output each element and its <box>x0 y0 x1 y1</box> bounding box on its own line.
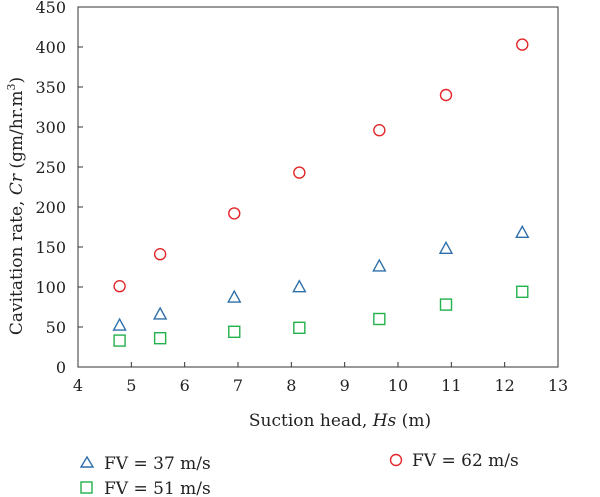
square-point <box>373 312 386 326</box>
legend-triangle-marker <box>79 455 95 468</box>
circle-point <box>293 166 306 179</box>
y-tick-label: 200 <box>35 198 66 217</box>
legend-square-marker <box>80 481 93 494</box>
x-tick-label: 12 <box>494 376 514 395</box>
legend-label-fv-37: FV = 37 m/s <box>104 454 211 474</box>
x-tick-label: 4 <box>73 376 83 395</box>
square-point <box>228 325 241 338</box>
y-axis-label-pre: Cavitation rate, <box>7 195 27 335</box>
legend-item-fv-51: FV = 51 m/s <box>80 479 211 497</box>
y-tick-label: 0 <box>56 358 66 377</box>
x-tick-label: 13 <box>548 376 568 395</box>
square-point <box>153 332 167 345</box>
x-axis-label: Suction head, Hs (m) <box>249 411 431 431</box>
x-tick-label: 5 <box>126 376 136 395</box>
plot-frame <box>77 6 559 368</box>
circle-point <box>153 247 167 261</box>
x-tick-label: 6 <box>180 376 190 395</box>
x-axis-label-post: (m) <box>396 411 431 431</box>
axes: 4 5 6 7 8 9 10 11 12 13 0 50 100 150 200 250 300 350 400 45… <box>35 0 568 395</box>
triangle-point <box>292 279 307 293</box>
y-tick-label: 50 <box>46 318 66 337</box>
triangle-point <box>152 306 168 320</box>
y-tick-label: 250 <box>35 158 66 177</box>
x-axis-label-var: Hs <box>372 411 397 431</box>
circle-point <box>516 38 529 51</box>
y-tick-label: 100 <box>35 278 66 297</box>
legend-label-fv-62: FV = 62 m/s <box>412 451 519 471</box>
legend-item-fv-62: FV = 62 m/s <box>389 451 519 471</box>
x-tick-label: 7 <box>233 376 243 395</box>
circle-point <box>373 123 386 137</box>
legend: FV = 37 m/s FV = 51 m/s FV = 62 m/s <box>79 451 519 497</box>
data-marks <box>112 38 530 347</box>
legend-circle-marker <box>389 453 403 467</box>
y-tick-label: 400 <box>35 38 66 57</box>
y-tick-label: 350 <box>35 78 66 97</box>
square-point <box>439 298 453 311</box>
triangle-point <box>227 289 242 303</box>
square-point <box>293 321 306 334</box>
x-tick-label: 10 <box>388 376 408 395</box>
y-axis-label-post: (gm/hr.m <box>7 91 27 175</box>
y-tick-label: 300 <box>35 118 66 137</box>
square-point <box>113 334 126 347</box>
y-axis-label-var: Cr <box>7 173 27 195</box>
x-tick-label: 8 <box>286 376 296 395</box>
circle-point <box>439 88 453 102</box>
y-tick-label: 150 <box>35 238 66 257</box>
triangle-point <box>515 224 530 239</box>
circle-point <box>113 280 126 293</box>
legend-item-fv-37: FV = 37 m/s <box>79 454 211 474</box>
circle-point <box>228 207 241 220</box>
y-tick-label: 450 <box>35 0 66 17</box>
x-axis-label-pre: Suction head, <box>249 411 373 431</box>
x-tick-label: 11 <box>441 376 461 395</box>
legend-label-fv-51: FV = 51 m/s <box>104 479 211 497</box>
triangle-point <box>372 258 387 272</box>
y-axis-label-end: ) <box>7 77 27 84</box>
triangle-point <box>438 240 454 255</box>
y-axis-label-sup: 3 <box>5 84 18 91</box>
y-axis-label: Cavitation rate, Cr (gm/hr.m3) <box>5 77 27 335</box>
triangle-point <box>112 317 127 331</box>
x-tick-label: 9 <box>340 376 350 395</box>
square-point <box>516 285 529 298</box>
